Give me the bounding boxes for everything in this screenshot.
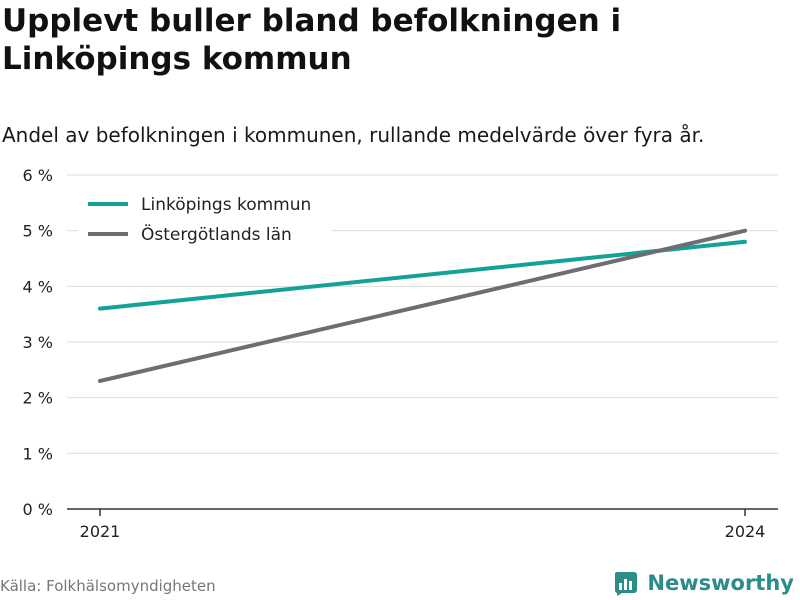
y-tick-label: 6 % bbox=[23, 166, 53, 185]
y-tick-label: 5 % bbox=[23, 222, 53, 241]
y-tick-label: 0 % bbox=[23, 500, 53, 519]
newsworthy-logo-icon bbox=[615, 572, 638, 596]
legend-label: Linköpings kommun bbox=[141, 195, 311, 215]
source-note: Källa: Folkhälsomyndigheten bbox=[0, 577, 216, 595]
legend-background bbox=[78, 188, 332, 250]
brand-name: Newsworthy bbox=[647, 571, 794, 595]
y-axis-ticks: 0 % 1 % 2 % 3 % 4 % 5 % 6 % bbox=[23, 166, 53, 519]
chart-title: Upplevt buller bland befolkningen i Link… bbox=[2, 3, 622, 77]
legend-label: Östergötlands län bbox=[141, 223, 292, 245]
series-line bbox=[98, 228, 747, 383]
brand-logo: Newsworthy bbox=[613, 570, 794, 596]
series-lines bbox=[98, 228, 747, 383]
y-tick-label: 1 % bbox=[23, 444, 53, 463]
legend: Linköpings kommun Östergötlands län bbox=[78, 188, 332, 250]
series-line bbox=[98, 239, 747, 311]
y-tick-label: 4 % bbox=[23, 277, 53, 296]
chart-subtitle: Andel av befolkningen i kommunen, rullan… bbox=[2, 123, 705, 147]
x-tick-label: 2024 bbox=[725, 522, 766, 541]
x-tick-label: 2021 bbox=[80, 522, 121, 541]
y-tick-label: 2 % bbox=[23, 389, 53, 408]
y-tick-label: 3 % bbox=[23, 333, 53, 352]
x-axis-ticks: 2021 2024 bbox=[80, 509, 766, 541]
